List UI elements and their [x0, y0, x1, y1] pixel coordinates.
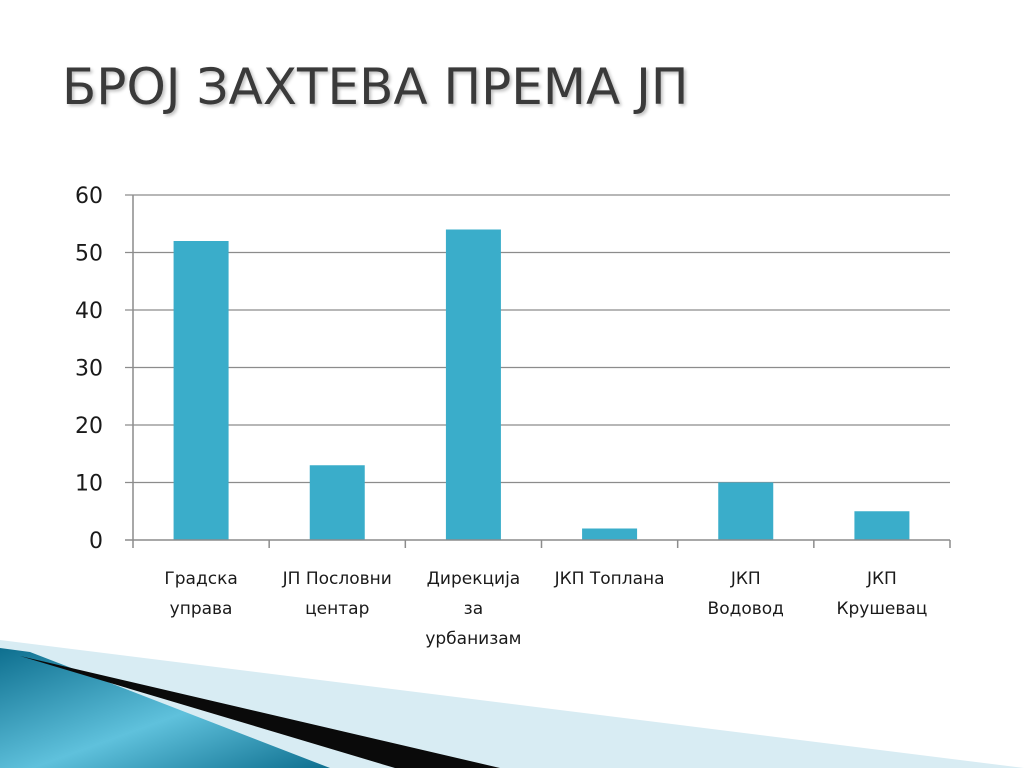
x-category-label: Дирекција за урбанизам	[425, 569, 521, 649]
gridlines	[125, 194, 950, 484]
bar	[445, 229, 501, 540]
x-category-label-line: Дирекција	[427, 569, 521, 589]
x-axis-category-labels: Градска управа ЈП Пословни центар Дирекција з…	[164, 569, 927, 649]
x-category-label: ЈКП Крушевац	[836, 569, 927, 619]
x-category-label: Градска управа	[164, 569, 237, 619]
x-category-label-line: урбанизам	[425, 629, 521, 649]
swoosh-dark-band	[20, 656, 500, 768]
x-category-label: ЈП Пословни центар	[282, 569, 392, 619]
x-category-label-line: ЈКП	[866, 569, 897, 589]
swoosh-blue-band	[0, 648, 330, 768]
swoosh-light-band	[0, 640, 1024, 768]
bar	[582, 528, 638, 540]
bars	[173, 229, 910, 540]
x-category-label-line: Водовод	[708, 599, 784, 619]
x-category-label-line: ЈКП Топлана	[554, 569, 665, 589]
bar	[309, 465, 365, 540]
x-category-label-line: ЈКП	[730, 569, 761, 589]
y-tick-label: 40	[75, 299, 103, 324]
y-tick-label: 50	[75, 242, 103, 267]
bar	[854, 511, 910, 540]
y-tick-label: 0	[89, 529, 103, 554]
x-category-label: ЈКП Топлана	[554, 569, 665, 589]
x-category-label-line: центар	[305, 599, 369, 619]
x-axis	[125, 195, 951, 548]
y-tick-label: 60	[75, 184, 103, 209]
x-category-label-line: Градска	[164, 569, 237, 589]
x-category-label-line: Крушевац	[836, 599, 927, 619]
y-tick-label: 30	[75, 357, 103, 382]
x-category-label-line: ЈП Пословни	[282, 569, 392, 589]
x-category-label: ЈКП Водовод	[708, 569, 784, 619]
bar	[173, 241, 229, 540]
slide-title: БРОЈ ЗАХТЕВА ПРЕМА ЈП	[62, 58, 689, 116]
y-tick-label: 20	[75, 414, 103, 439]
bar	[718, 482, 774, 540]
y-axis-tick-labels: 0 10 20 30 40 50 60	[75, 184, 103, 554]
x-category-label-line: управа	[170, 599, 233, 619]
x-category-label-line: за	[464, 599, 483, 619]
y-tick-label: 10	[75, 472, 103, 497]
